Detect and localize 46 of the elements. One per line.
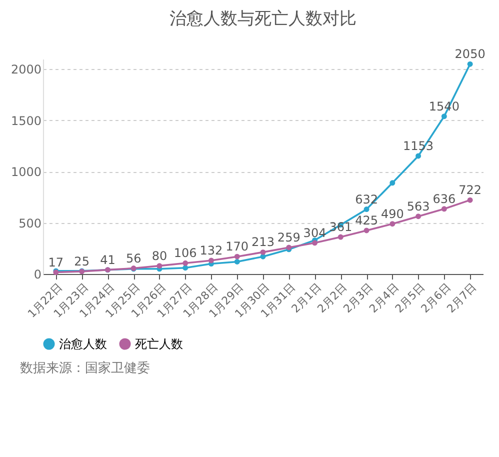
data-label: 170 (226, 240, 249, 254)
data-label: 304 (303, 226, 326, 240)
data-label: 636 (432, 192, 456, 206)
point (312, 240, 318, 246)
data-label: 56 (126, 251, 142, 266)
data-label: 41 (100, 252, 116, 267)
point (208, 258, 214, 264)
data-label: 106 (174, 246, 197, 260)
data-label: 2050 (454, 47, 486, 62)
point (234, 254, 240, 260)
y-tick-label: 2000 (10, 62, 42, 77)
point (364, 206, 370, 212)
source-note: 数据来源：国家卫健委 (20, 360, 151, 377)
y-tick-label: 0 (34, 268, 42, 282)
point (182, 265, 188, 271)
point (390, 221, 396, 227)
point (441, 206, 447, 212)
point (441, 114, 447, 120)
point (364, 228, 370, 234)
point (390, 180, 396, 186)
point (467, 197, 473, 203)
point (416, 214, 422, 220)
point (260, 249, 266, 255)
point (234, 258, 240, 264)
y-tick-label: 1000 (10, 165, 42, 180)
data-label: 25 (74, 254, 90, 268)
legend-label: 死亡人数 (135, 337, 183, 351)
point (416, 153, 422, 159)
data-label: 563 (406, 199, 430, 214)
data-label: 80 (152, 248, 168, 263)
point (156, 263, 162, 269)
data-label: 722 (458, 183, 482, 198)
data-label: 213 (252, 235, 274, 250)
data-label: 490 (380, 206, 404, 221)
legend-label: 治愈人数 (59, 337, 107, 351)
data-label: 632 (355, 192, 378, 206)
y-tick-label: 1500 (10, 114, 42, 128)
data-label: 425 (355, 213, 378, 228)
data-label: 132 (200, 243, 223, 258)
point (182, 260, 188, 266)
y-tick-label: 500 (18, 216, 42, 230)
data-label: 259 (277, 230, 300, 244)
point (467, 61, 473, 67)
chart-title: 治愈人数与死亡人数对比 (170, 9, 356, 30)
point (338, 234, 344, 240)
data-label: 17 (48, 255, 64, 270)
